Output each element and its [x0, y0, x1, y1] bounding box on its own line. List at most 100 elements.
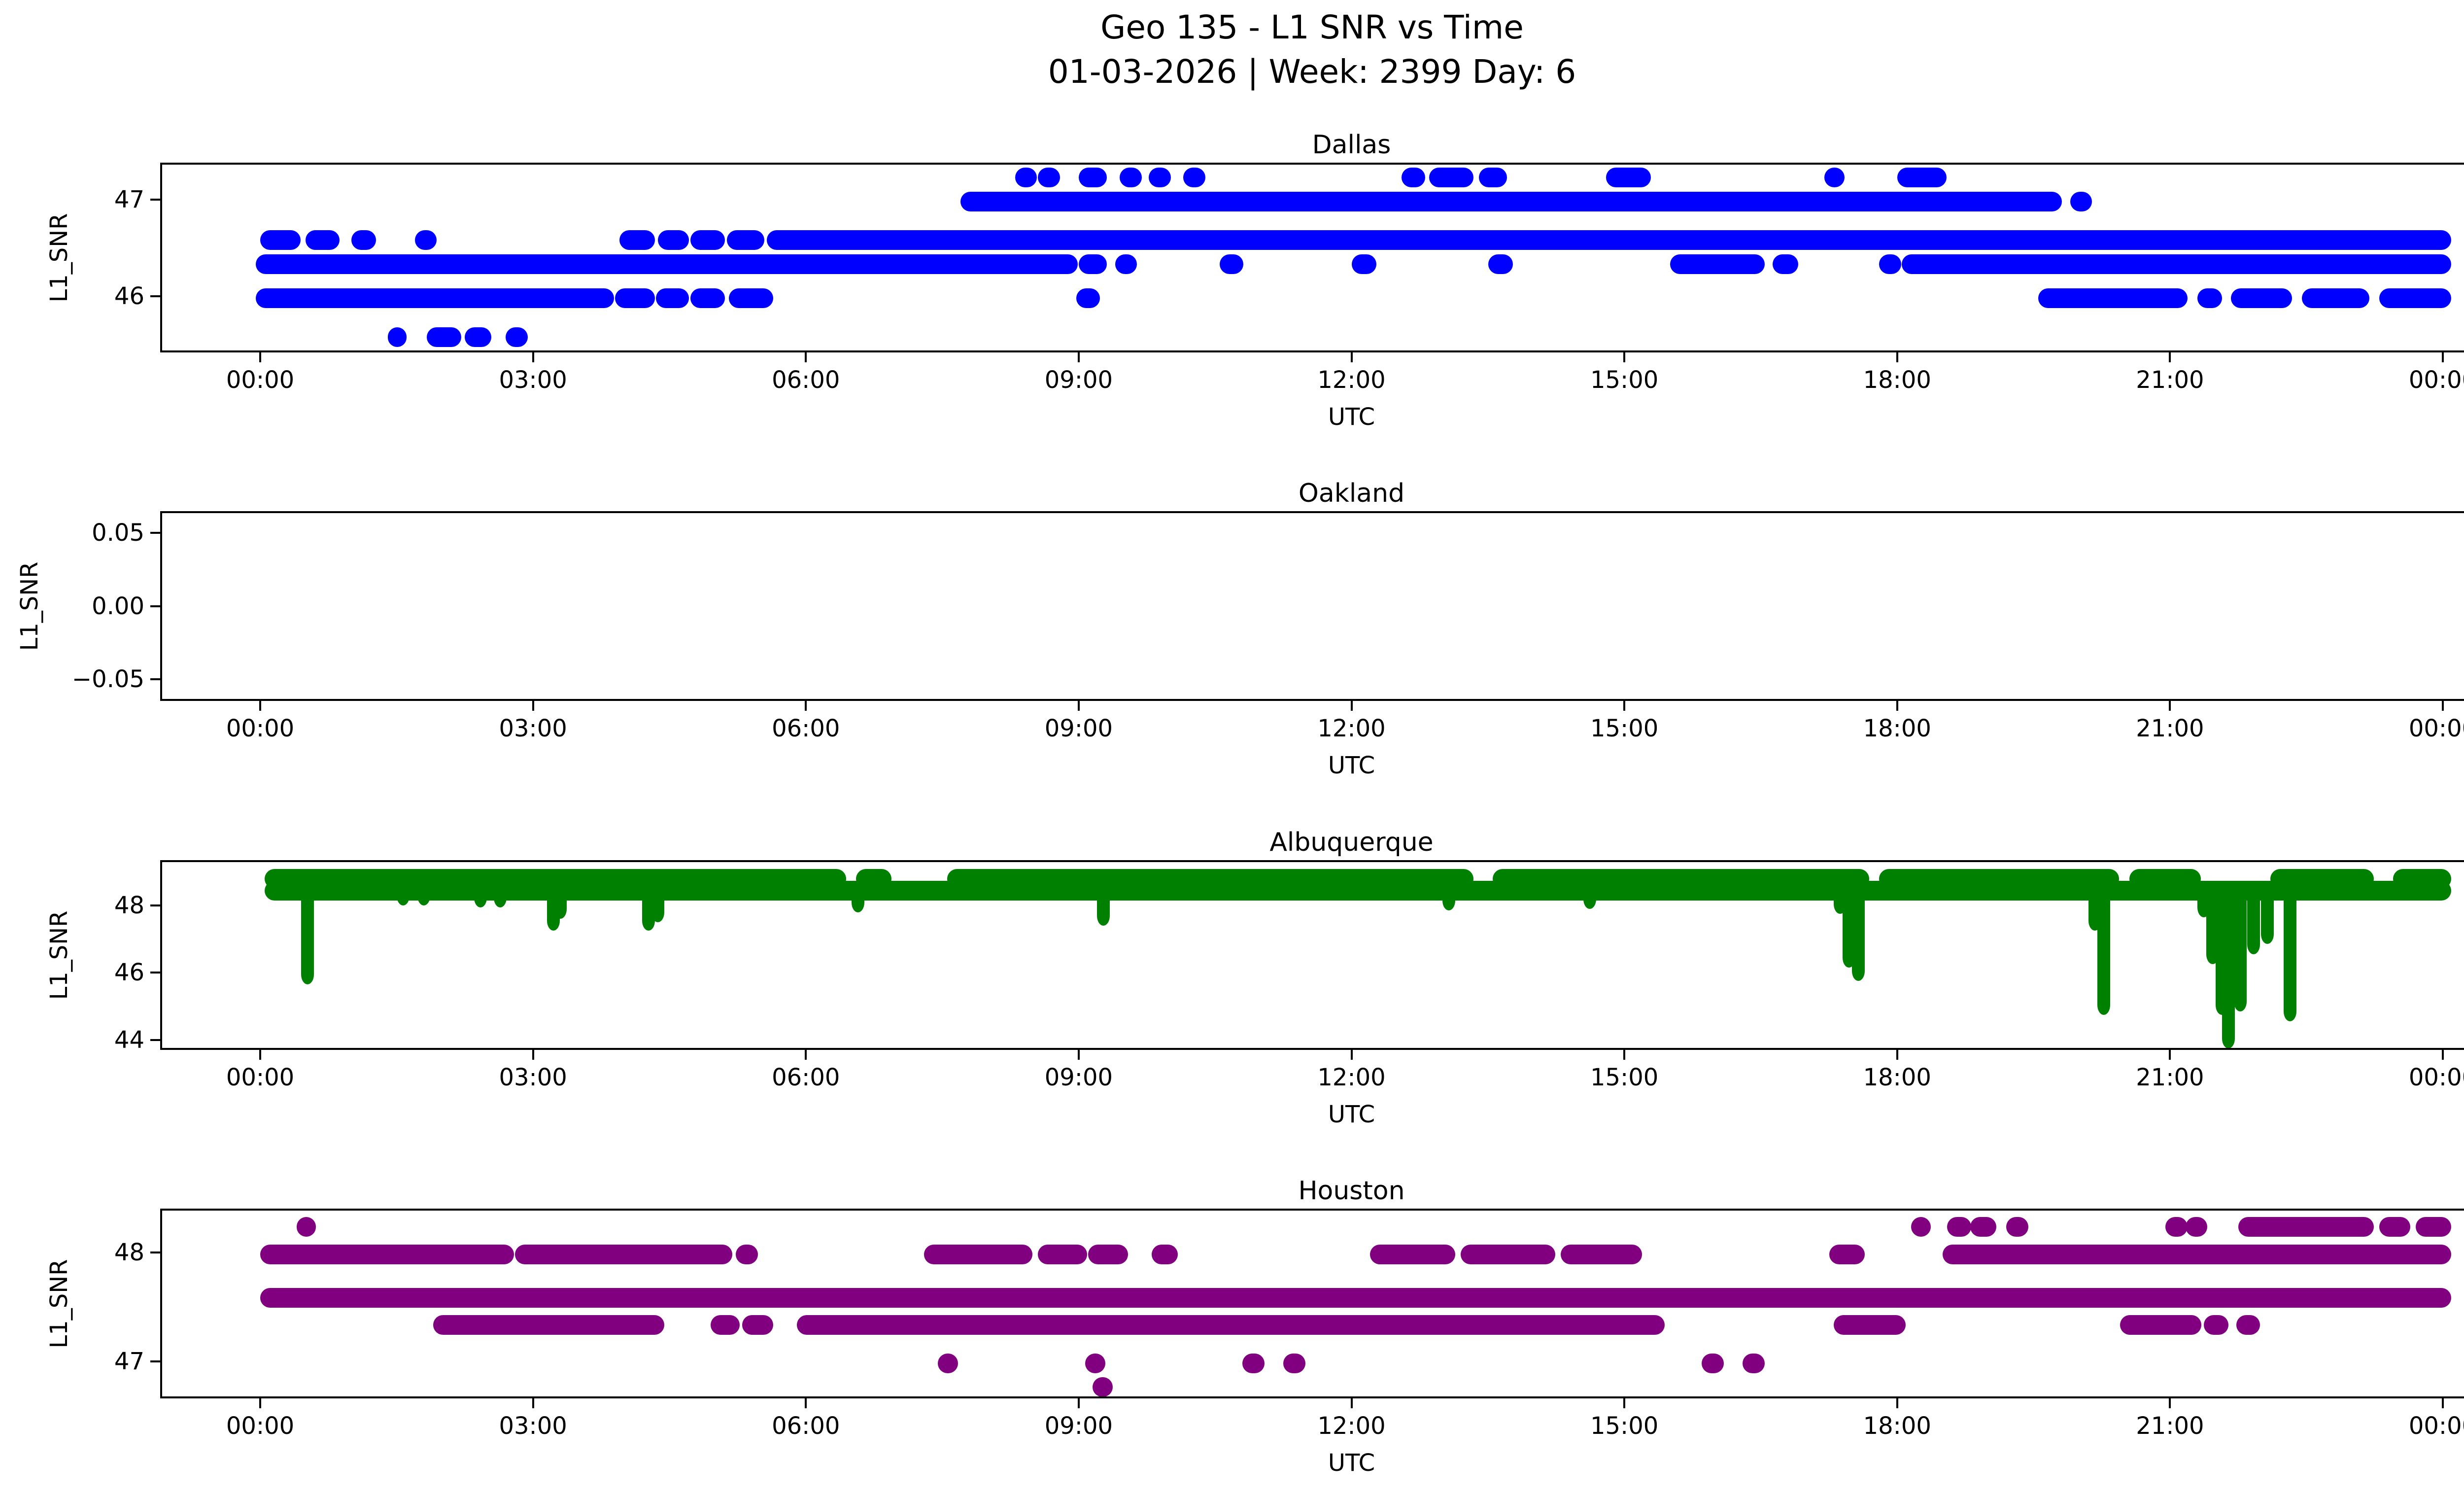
data-point-run [387, 327, 407, 347]
data-point-dropout [397, 882, 410, 906]
x-tick-mark [805, 1398, 807, 1408]
subplot-title-dallas: Dallas [1312, 130, 1391, 160]
data-point-run [1911, 1217, 1931, 1237]
data-point-run [1773, 254, 1798, 275]
data-point-run [657, 230, 689, 250]
data-point-run [1183, 167, 1205, 187]
x-tick-label: 09:00 [1044, 1412, 1113, 1440]
x-tick-mark [2442, 1398, 2444, 1408]
x-axis-label-oakland: UTC [1328, 752, 1375, 779]
data-point-run [1670, 254, 1765, 275]
x-tick-mark [532, 352, 534, 362]
x-tick-mark [1350, 701, 1353, 711]
data-point-run [1606, 167, 1651, 187]
x-tick-label: 21:00 [2136, 366, 2204, 394]
subplot-dallas: Dallas L1_SNR 46 47 00:00 03:00 06:00 09:00 12:… [45, 131, 2464, 430]
data-point-run [1897, 167, 1947, 187]
x-tick-mark [2169, 352, 2171, 362]
x-tick-mark [1350, 1398, 1353, 1408]
subplot-title-albuquerque: Albuquerque [1269, 828, 1434, 857]
x-tick-mark [2169, 1398, 2171, 1408]
data-point-run [1038, 1244, 1087, 1264]
x-tick-label: 18:00 [1863, 1064, 1931, 1091]
x-tick-mark [2442, 701, 2444, 711]
data-point-dropout [1583, 882, 1597, 909]
data-point-run [1088, 1244, 1128, 1264]
plot-area-oakland [160, 511, 2464, 701]
subplot-albuquerque: Albuquerque L1_SNR 44 46 48 00:00 03:00 06:00 0… [45, 829, 2464, 1127]
data-point-run [797, 1315, 1665, 1335]
data-point-run [2006, 1217, 2028, 1237]
data-point-run [1833, 1315, 1906, 1335]
data-point-run [615, 288, 655, 309]
data-point-run [1085, 1353, 1105, 1373]
x-tick-mark [532, 1398, 534, 1408]
data-point-run [690, 288, 725, 309]
data-point-run [514, 1244, 733, 1264]
data-point-dropout [2284, 882, 2297, 1022]
data-point-dropout [1097, 882, 1110, 926]
data-point-run [1702, 1353, 1724, 1373]
x-tick-mark [1896, 1398, 1898, 1408]
x-tick-label: 00:00 [226, 1412, 295, 1440]
data-point-run [414, 230, 437, 250]
y-axis-label-oakland: L1_SNR [16, 561, 43, 651]
x-tick-label: 06:00 [772, 715, 840, 742]
y-axis-label-albuquerque: L1_SNR [45, 910, 73, 1000]
data-point-run [690, 230, 725, 250]
data-point-run [465, 327, 492, 347]
data-point-dropout [2247, 882, 2260, 954]
x-axis-label-albuquerque: UTC [1328, 1101, 1375, 1128]
data-point-run [2185, 1217, 2208, 1237]
x-tick-label: 00:00 [2408, 1064, 2464, 1091]
x-tick-label: 00:00 [226, 366, 295, 394]
x-tick-label: 06:00 [772, 1412, 840, 1440]
data-point-dropout [1851, 882, 1865, 981]
x-tick-label: 09:00 [1044, 366, 1113, 394]
x-tick-label: 03:00 [499, 715, 567, 742]
data-point-run [1429, 167, 1474, 187]
y-tick-mark [150, 904, 160, 906]
subplot-oakland: Oakland L1_SNR −0.05 0.00 0.05 00:00 03:00 06:… [16, 480, 2464, 778]
data-point-run [2236, 1315, 2260, 1335]
data-point-run [2197, 288, 2222, 309]
data-point-run [2379, 288, 2451, 309]
data-point-run [1283, 1353, 1305, 1373]
x-tick-label: 15:00 [1590, 715, 1659, 742]
y-tick-mark [150, 1360, 160, 1362]
data-point-run [433, 1315, 664, 1335]
data-point-dropout [474, 882, 487, 907]
data-point-run [255, 288, 615, 309]
x-tick-mark [1623, 1398, 1626, 1408]
data-point-run [1076, 288, 1100, 309]
plot-area-dallas [160, 163, 2464, 352]
x-tick-label: 12:00 [1317, 366, 1386, 394]
subplot-houston: Houston L1_SNR 47 48 00:00 03:00 06:00 09:00 12… [45, 1177, 2464, 1476]
data-point-run [1079, 167, 1107, 187]
data-point-run [2165, 1217, 2188, 1237]
data-point-run [1479, 167, 1507, 187]
data-point-run [1402, 167, 1426, 187]
x-tick-mark [2442, 1050, 2444, 1060]
data-point-dropout [554, 882, 567, 919]
data-point-run [1115, 254, 1137, 275]
data-point-run [2379, 1217, 2410, 1237]
data-point-run [2070, 191, 2092, 211]
data-point-run [506, 327, 528, 347]
y-tick-label: 0.00 [92, 592, 144, 620]
x-tick-mark [259, 1050, 261, 1060]
data-point-run [960, 191, 2062, 211]
data-point-dropout [1442, 882, 1456, 911]
x-tick-label: 15:00 [1590, 1412, 1659, 1440]
x-tick-mark [1623, 1050, 1626, 1060]
x-tick-mark [1896, 352, 1898, 362]
data-point-run [742, 1315, 774, 1335]
y-tick-label: 46 [114, 282, 144, 311]
y-tick-mark [150, 1251, 160, 1253]
y-tick-label: 0.05 [92, 519, 144, 547]
y-tick-mark [150, 1039, 160, 1041]
x-tick-mark [1077, 1398, 1080, 1408]
x-tick-label: 21:00 [2136, 1412, 2204, 1440]
y-tick-label: 48 [114, 891, 144, 919]
data-point-dropout [851, 882, 864, 912]
